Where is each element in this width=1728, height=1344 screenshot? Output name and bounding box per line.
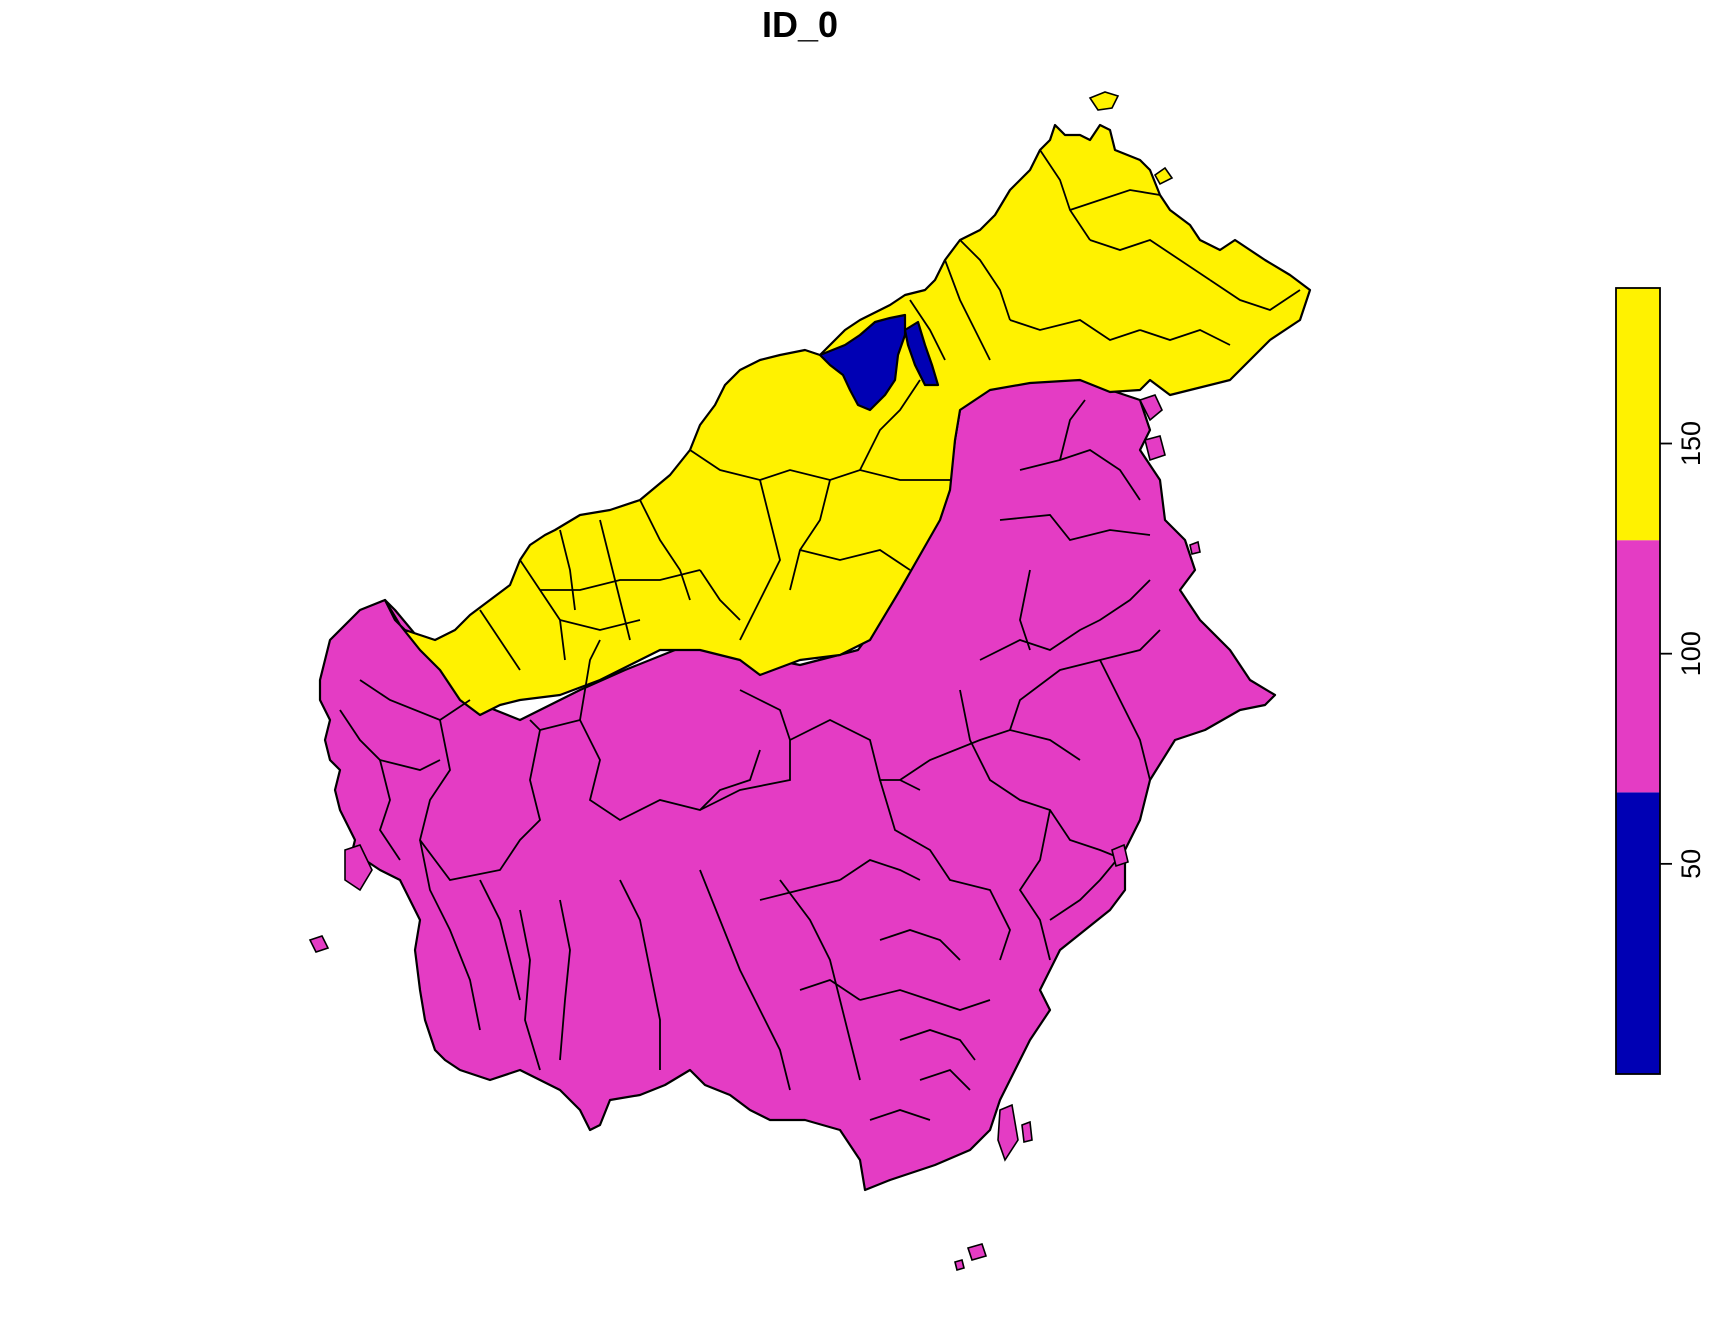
legend-ticks: 50 100 150	[1660, 421, 1706, 879]
legend-tick-label: 50	[1676, 849, 1706, 879]
island	[1138, 394, 1163, 422]
island	[344, 844, 373, 892]
island	[1153, 166, 1174, 186]
island	[954, 1259, 965, 1271]
legend-bins	[1616, 288, 1660, 1074]
north-region[interactable]	[383, 123, 1312, 717]
island	[1111, 843, 1129, 868]
plot-title: ID_0	[761, 4, 839, 45]
legend-frame	[1615, 287, 1661, 1075]
island	[997, 1103, 1019, 1162]
island	[1144, 435, 1166, 462]
island	[1189, 540, 1201, 555]
island	[1021, 1120, 1033, 1143]
legend-tick-label: 150	[1676, 421, 1706, 466]
legend-tick-label: 100	[1676, 631, 1706, 676]
legend-bin	[1616, 540, 1660, 793]
legend-bin	[1616, 288, 1660, 541]
legend-bin	[1616, 792, 1660, 1074]
islands-layer	[308, 91, 1201, 1271]
island	[1088, 91, 1120, 111]
color-legend: 50 100 150	[1615, 287, 1706, 1075]
regions-layer	[318, 123, 1312, 1192]
island	[308, 935, 330, 953]
internal-boundaries	[339, 149, 1301, 1121]
island	[966, 1243, 988, 1261]
choropleth-map	[308, 91, 1312, 1271]
enclave-region[interactable]	[818, 313, 940, 412]
